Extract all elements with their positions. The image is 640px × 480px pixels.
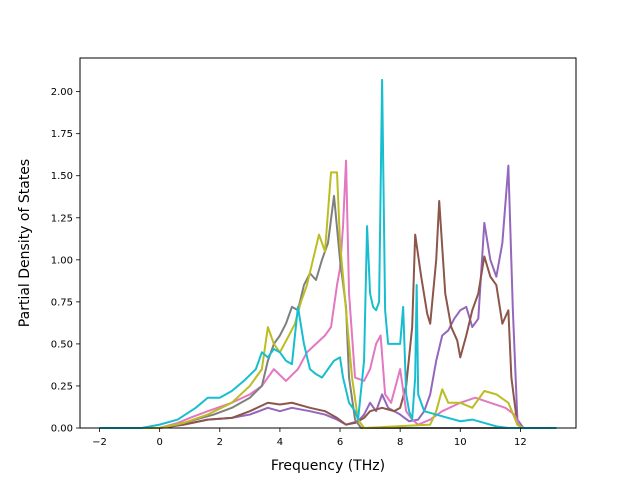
y-tick-label: 0.25 <box>51 381 73 392</box>
x-tick-label: 10 <box>454 437 467 448</box>
x-tick-label: 12 <box>514 437 527 448</box>
series-layer <box>99 78 557 429</box>
y-tick-label: 1.50 <box>51 171 73 182</box>
x-tick-label: 0 <box>156 437 162 448</box>
x-tick-label: 4 <box>277 437 283 448</box>
series-line-5 <box>99 171 557 429</box>
y-tick-label: 1.25 <box>51 213 73 224</box>
x-tick-label: 8 <box>397 437 403 448</box>
x-tick-label: 2 <box>217 437 223 448</box>
plot-area-frame <box>79 57 577 429</box>
y-tick-label: 2.00 <box>51 87 73 98</box>
series-line-1 <box>99 164 557 429</box>
y-axis-label: Partial Density of States <box>17 159 33 327</box>
x-tick-label: 6 <box>337 437 343 448</box>
x-axis-ticks: −2 0 2 4 6 8 10 12 <box>92 428 527 448</box>
y-tick-label: 1.75 <box>51 129 73 140</box>
x-tick-label: −2 <box>92 437 107 448</box>
y-tick-label: 1.00 <box>51 255 73 266</box>
y-axis-ticks: 0.00 0.25 0.50 0.75 1.00 1.25 1.50 1.75 2.00 <box>51 87 80 435</box>
series-line-4 <box>99 194 557 429</box>
x-axis-label: Frequency (THz) <box>271 458 385 474</box>
y-tick-label: 0.50 <box>51 339 73 350</box>
series-line-3 <box>99 159 557 429</box>
y-tick-label: 0.75 <box>51 297 73 308</box>
series-line-6 <box>99 78 557 429</box>
y-tick-label: 0.00 <box>51 424 73 435</box>
series-line-2 <box>99 199 557 429</box>
